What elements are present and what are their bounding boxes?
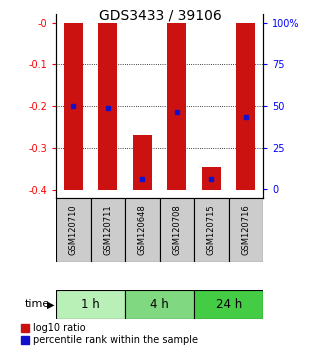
Text: GSM120710: GSM120710 bbox=[69, 205, 78, 256]
Bar bbox=[202, 167, 221, 190]
FancyBboxPatch shape bbox=[194, 290, 263, 319]
Text: GSM120648: GSM120648 bbox=[138, 205, 147, 256]
FancyBboxPatch shape bbox=[125, 198, 160, 262]
Text: GSM120708: GSM120708 bbox=[172, 205, 181, 256]
Text: ▶: ▶ bbox=[47, 299, 55, 309]
Bar bbox=[99, 23, 117, 190]
Text: GSM120716: GSM120716 bbox=[241, 205, 250, 256]
FancyBboxPatch shape bbox=[160, 198, 194, 262]
FancyBboxPatch shape bbox=[56, 290, 125, 319]
FancyBboxPatch shape bbox=[229, 198, 263, 262]
Bar bbox=[168, 23, 187, 190]
Text: GSM120715: GSM120715 bbox=[207, 205, 216, 256]
FancyBboxPatch shape bbox=[194, 198, 229, 262]
FancyBboxPatch shape bbox=[56, 198, 91, 262]
Bar bbox=[64, 23, 83, 190]
FancyBboxPatch shape bbox=[125, 290, 194, 319]
Text: 1 h: 1 h bbox=[81, 298, 100, 311]
Text: 4 h: 4 h bbox=[150, 298, 169, 311]
Legend: log10 ratio, percentile rank within the sample: log10 ratio, percentile rank within the … bbox=[21, 324, 198, 346]
Text: GDS3433 / 39106: GDS3433 / 39106 bbox=[99, 9, 222, 23]
Text: time: time bbox=[24, 299, 50, 309]
Text: GSM120711: GSM120711 bbox=[103, 205, 112, 256]
Bar bbox=[237, 23, 256, 190]
Bar bbox=[133, 136, 152, 190]
Text: 24 h: 24 h bbox=[216, 298, 242, 311]
FancyBboxPatch shape bbox=[91, 198, 125, 262]
